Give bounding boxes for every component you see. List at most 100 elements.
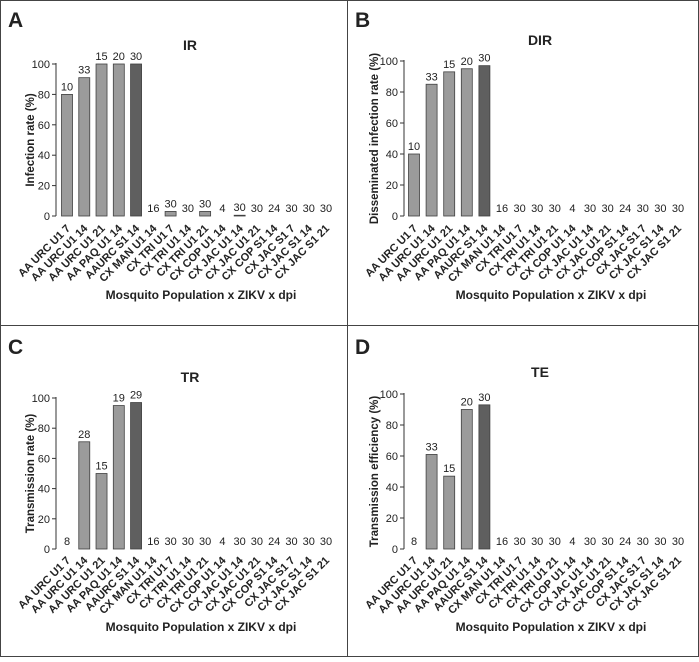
bar-value-label: 30 [234, 202, 246, 214]
panel-letter: D [355, 336, 370, 359]
x-axis-label: Mosquito Population x ZIKV x dpi [106, 288, 297, 302]
bar-value-label: 30 [672, 203, 684, 215]
bar-value-label: 30 [303, 536, 315, 548]
bar-value-label: 24 [268, 536, 280, 548]
bar-value-label: 30 [234, 536, 246, 548]
bar [443, 71, 456, 217]
bar-value-label: 16 [147, 203, 159, 215]
bar-value-label: 15 [443, 59, 455, 71]
bar-value-label: 30 [584, 536, 596, 548]
bar-value-label: 10 [61, 81, 73, 93]
panel-letter: C [8, 336, 23, 359]
bar [130, 63, 142, 217]
bar-value-label: 30 [654, 203, 666, 215]
y-tick-label: 20 [38, 514, 50, 526]
bar-value-label: 30 [478, 392, 490, 404]
x-axis-label: Mosquito Population x ZIKV x dpi [456, 288, 647, 302]
y-tick-label: 100 [32, 59, 50, 71]
bar-value-label: 16 [147, 536, 159, 548]
bar-value-label: 16 [496, 203, 508, 215]
bar [78, 77, 91, 217]
bar-value-label: 8 [64, 536, 70, 548]
y-tick-label: 40 [386, 482, 398, 494]
bar-value-label: 30 [637, 203, 649, 215]
bar-value-label: 30 [601, 203, 613, 215]
bar-value-label: 30 [251, 536, 263, 548]
bar-value-label: 24 [619, 203, 631, 215]
bar-value-label: 20 [461, 397, 473, 409]
y-axis-label: Infection rate (%) [25, 93, 37, 186]
bar-value-label: 4 [219, 536, 225, 548]
bar-value-label: 30 [182, 536, 194, 548]
bar [61, 94, 73, 217]
y-axis-label: Transmission rate (%) [25, 414, 37, 534]
bar-value-label: 20 [461, 56, 473, 68]
bar [112, 405, 125, 550]
bar [233, 214, 246, 217]
bar [478, 65, 491, 217]
bar-value-label: 8 [411, 536, 417, 548]
y-axis-label: Transmission efficiency (%) [369, 396, 381, 548]
y-tick-label: 60 [386, 118, 398, 130]
bar [78, 441, 91, 550]
bar [460, 409, 473, 550]
bar-value-label: 20 [113, 51, 125, 63]
bar [112, 63, 125, 217]
bar-value-label: 30 [285, 536, 297, 548]
bar-value-label: 30 [164, 536, 176, 548]
bar [164, 211, 177, 217]
bar-value-label: 15 [95, 461, 107, 473]
bar-value-label: 30 [584, 203, 596, 215]
bar-value-label: 30 [320, 536, 332, 548]
bar [460, 68, 473, 217]
bar-value-label: 30 [251, 203, 263, 215]
bar-value-label: 33 [78, 65, 90, 77]
y-tick-label: 0 [392, 544, 398, 556]
y-tick-label: 100 [380, 389, 398, 401]
x-axis-label: Mosquito Population x ZIKV x dpi [106, 620, 297, 634]
bar-value-label: 24 [619, 536, 631, 548]
bar-value-label: 30 [182, 203, 194, 215]
y-tick-label: 0 [44, 544, 50, 556]
bar-value-label: 30 [164, 198, 176, 210]
bar [443, 475, 456, 550]
bar-value-label: 33 [425, 441, 437, 453]
bar-value-label: 30 [478, 53, 490, 65]
bar-value-label: 19 [113, 393, 125, 405]
bar-value-label: 10 [408, 141, 420, 153]
bar [95, 473, 108, 550]
bar-value-label: 30 [513, 536, 525, 548]
bar-value-label: 15 [443, 463, 455, 475]
chart-title: IR [183, 37, 197, 53]
bar-value-label: 4 [219, 203, 225, 215]
bar-value-label: 4 [569, 203, 575, 215]
y-tick-label: 0 [392, 211, 398, 223]
x-axis-label: Mosquito Population x ZIKV x dpi [456, 620, 647, 634]
y-tick-label: 80 [386, 87, 398, 99]
y-tick-label: 20 [386, 513, 398, 525]
y-tick-label: 40 [38, 484, 50, 496]
bar-value-label: 30 [637, 536, 649, 548]
y-tick-label: 80 [38, 89, 50, 101]
bar-value-label: 30 [549, 536, 561, 548]
bar-value-label: 30 [531, 536, 543, 548]
bar-value-label: 30 [130, 51, 142, 63]
chart-title: TE [531, 364, 549, 380]
bar-value-label: 30 [549, 203, 561, 215]
bar-value-label: 4 [569, 536, 575, 548]
y-tick-label: 0 [44, 211, 50, 223]
y-tick-label: 80 [38, 423, 50, 435]
bar-value-label: 30 [601, 536, 613, 548]
bar [425, 454, 438, 550]
y-tick-label: 40 [386, 149, 398, 161]
chart-title: DIR [528, 32, 552, 48]
bar-value-label: 30 [513, 203, 525, 215]
bar-value-label: 28 [78, 429, 90, 441]
bar-value-label: 15 [95, 51, 107, 63]
y-tick-label: 20 [386, 180, 398, 192]
